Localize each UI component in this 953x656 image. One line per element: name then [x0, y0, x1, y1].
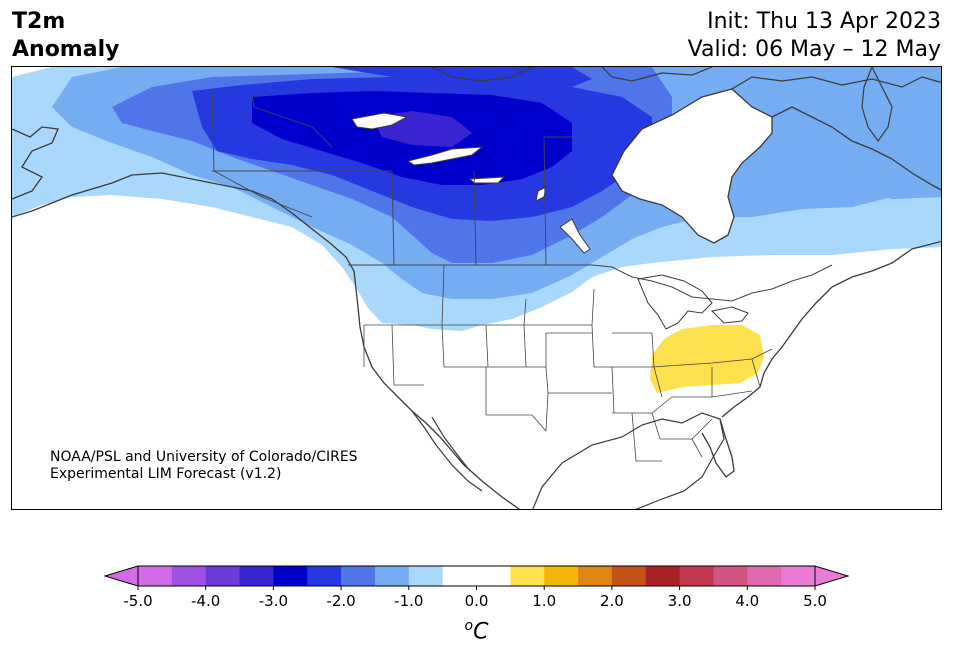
colorbar-tick-label: -2.0: [326, 592, 355, 610]
colorbar-swatch: [442, 566, 477, 586]
colorbar-swatch: [374, 566, 410, 586]
coast-labrador: [771, 106, 941, 191]
credit-line-1: NOAA/PSL and University of Colorado/CIRE…: [50, 449, 358, 465]
hudson-bay: [611, 88, 773, 244]
colorbar-tick-label: 0.0: [465, 592, 489, 610]
map-frame: NOAA/PSL and University of Colorado/CIRE…: [11, 66, 942, 510]
colorbar-swatch: [307, 566, 342, 586]
gulf-of-mexico: [532, 412, 725, 509]
lake-small: [535, 186, 547, 202]
colorbar-swatch: [408, 566, 444, 586]
border-us-states: [363, 264, 773, 462]
colorbar-swatch: [544, 566, 579, 586]
colorbar-swatch: [679, 566, 714, 586]
lake-great-slave: [406, 146, 484, 166]
coast-arctic-islands: [431, 67, 941, 90]
coast-alaska: [12, 126, 273, 218]
colorbar-swatch: [273, 566, 308, 586]
colorbar-tick-label: 3.0: [668, 592, 692, 610]
coast-pacific: [271, 198, 521, 509]
colorbar-swatch: [578, 566, 613, 586]
colorbar-tick-label: 2.0: [600, 592, 624, 610]
colorbar-under-arrow: [103, 565, 139, 587]
unit-degree: o: [464, 618, 474, 634]
colorbar-swatch: [747, 566, 782, 586]
title-left: T2m Anomaly: [12, 8, 119, 64]
border-canada-us: [348, 264, 833, 302]
colorbar-swatch: [138, 566, 173, 586]
colorbar-swatch: [781, 566, 816, 586]
anomaly-map: NOAA/PSL and University of Colorado/CIRE…: [12, 67, 941, 509]
colorbar-tick-label: -3.0: [259, 592, 288, 610]
title-variable: T2m: [12, 9, 66, 34]
coast-florida: [701, 418, 735, 478]
colorbar-swatch: [476, 566, 511, 586]
colorbar-swatch: [510, 566, 545, 586]
colorbar-swatch: [341, 566, 376, 586]
colorbar-swatch: [611, 566, 647, 586]
credit-line-2: Experimental LIM Forecast (v1.2): [50, 466, 282, 482]
colorbar-swatch: [239, 566, 274, 586]
colorbar-tick-label: 4.0: [735, 592, 759, 610]
colorbar-tick-label: 5.0: [803, 592, 827, 610]
title-variable-sub: Anomaly: [12, 37, 120, 62]
colorbar-tick-label: -1.0: [394, 592, 423, 610]
coast-atlantic: [721, 240, 941, 418]
colorbar-over-arrow: [814, 565, 850, 587]
colorbar-swatches: [138, 566, 816, 586]
colorbar-swatch: [645, 566, 681, 586]
colorbar-swatch: [205, 566, 241, 586]
border-canada-provinces: [211, 88, 572, 266]
unit-celsius: C: [473, 619, 489, 645]
colorbar-tick-label: 1.0: [532, 592, 556, 610]
coast-greenland: [861, 67, 893, 143]
coast-baja: [411, 410, 483, 492]
anomaly-region-yellow: [650, 325, 764, 393]
colorbar-ticks: -5.0 -4.0 -3.0 -2.0 -1.0 0.0 1.0 2.0 3.0 4.0 5.0: [123, 586, 827, 610]
colorbar-swatch: [713, 566, 748, 586]
lake-athabasca: [468, 176, 506, 184]
lake-great-bear: [351, 112, 409, 130]
title-right: Init: Thu 13 Apr 2023 Valid: 06 May – 12…: [688, 8, 941, 64]
colorbar-tick-label: -5.0: [123, 592, 152, 610]
colorbar-unit: oC: [0, 618, 953, 644]
colorbar-tick-label: -4.0: [191, 592, 220, 610]
colorbar-swatch: [171, 566, 207, 586]
anomaly-region-light-blue-east: [682, 67, 941, 199]
anomaly-region-dark-blue-north: [332, 67, 592, 87]
great-lakes: [637, 274, 749, 330]
credit-text: NOAA/PSL and University of Colorado/CIRE…: [50, 449, 358, 483]
init-date: Init: Thu 13 Apr 2023: [707, 9, 941, 34]
valid-range: Valid: 06 May – 12 May: [687, 37, 941, 62]
lake-winnipeg: [559, 218, 591, 254]
